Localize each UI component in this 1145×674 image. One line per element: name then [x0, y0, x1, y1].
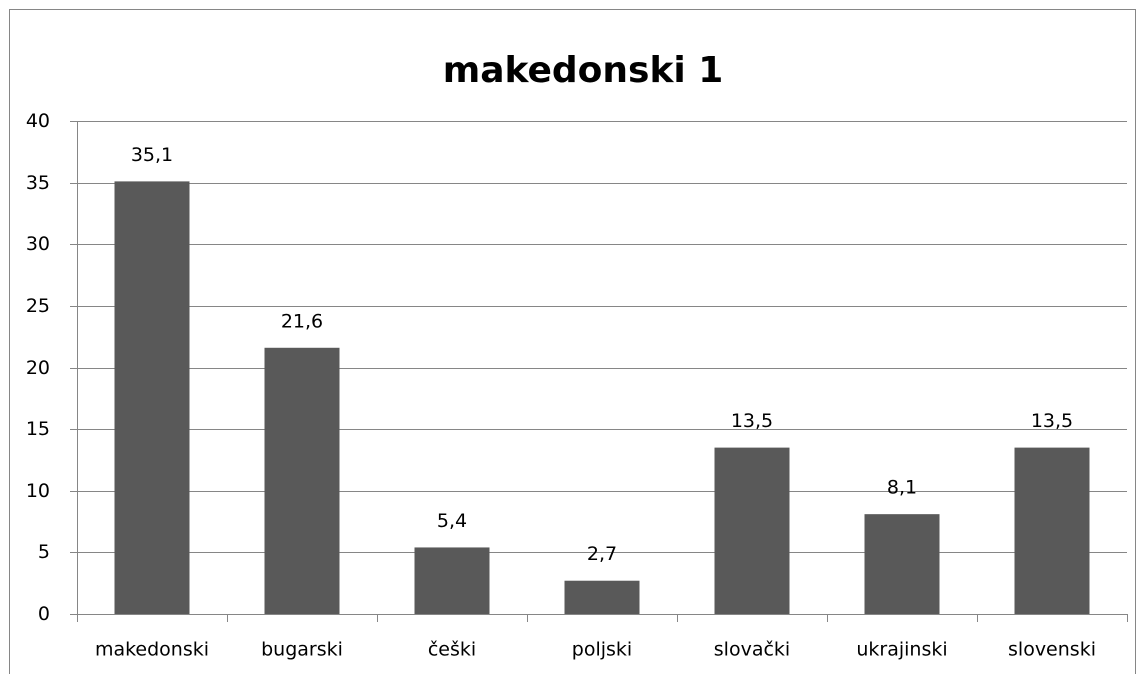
bar — [1014, 447, 1090, 614]
y-tick-label: 30 — [26, 233, 50, 255]
value-label: 13,5 — [731, 410, 773, 432]
value-label: 2,7 — [587, 543, 617, 565]
value-label: 21,6 — [281, 310, 323, 332]
x-tick-label: bugarski — [261, 639, 343, 661]
y-tick-label: 35 — [26, 172, 50, 194]
y-tick-label: 15 — [26, 418, 50, 440]
y-tick-label: 5 — [38, 541, 50, 563]
y-tick-label: 10 — [26, 480, 50, 502]
x-tick-label: slovački — [714, 639, 790, 661]
x-tick-label: češki — [428, 639, 476, 661]
bar — [114, 181, 190, 614]
value-label: 5,4 — [437, 510, 467, 532]
y-tick-label: 0 — [38, 603, 50, 625]
x-tick-label: slovenski — [1008, 639, 1096, 661]
bar — [714, 447, 790, 614]
chart-border — [9, 9, 1136, 674]
chart-title: makedonski 1 — [443, 50, 724, 91]
value-label: 8,1 — [887, 477, 917, 499]
x-tick-label: makedonski — [95, 639, 209, 661]
bar — [564, 580, 640, 614]
y-tick-label: 25 — [26, 295, 50, 317]
bar — [414, 547, 490, 614]
x-tick-label: poljski — [572, 639, 632, 661]
x-tick-label: ukrajinski — [856, 639, 947, 661]
value-label: 13,5 — [1031, 410, 1073, 432]
bar — [864, 514, 940, 614]
y-tick-label: 40 — [26, 110, 50, 132]
y-tick-label: 20 — [26, 357, 50, 379]
value-label: 35,1 — [131, 144, 173, 166]
bar — [264, 347, 340, 614]
